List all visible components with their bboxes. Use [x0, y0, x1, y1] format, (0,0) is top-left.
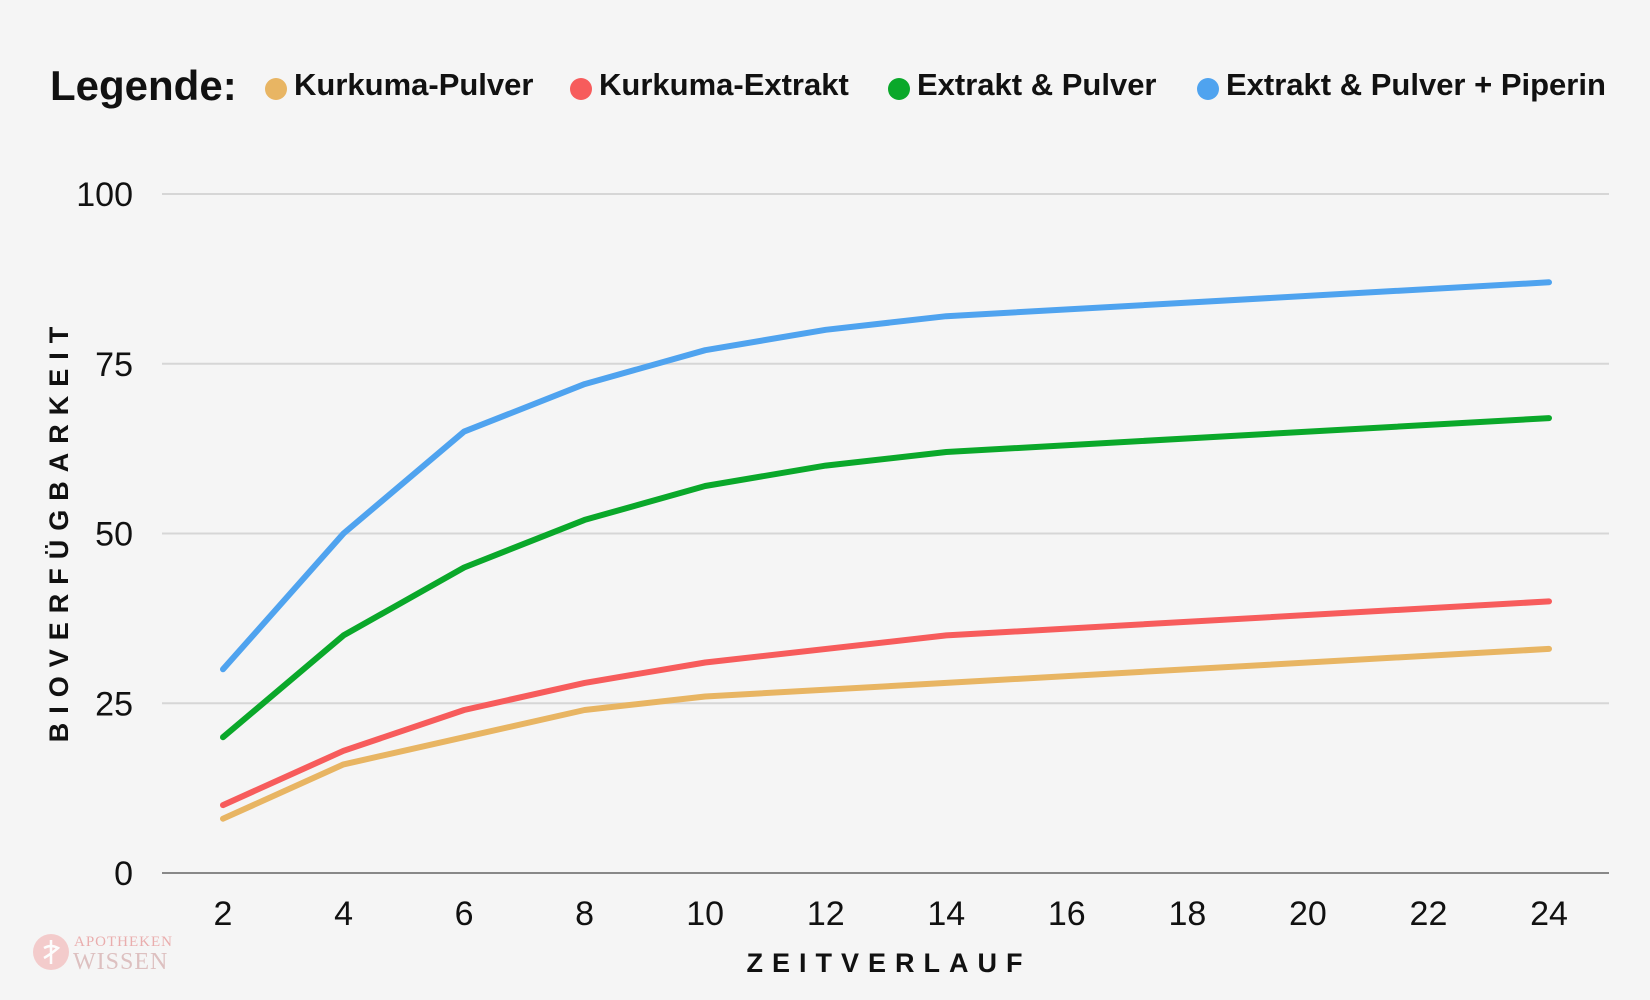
watermark: APOTHEKEN WISSEN [33, 934, 173, 975]
legend-marker-icon [570, 78, 592, 100]
grid-lines [162, 193, 1609, 874]
x-tick-label: 16 [1048, 895, 1086, 933]
legend-marker-icon [1197, 78, 1219, 100]
legend-label: Kurkuma-Pulver [294, 67, 533, 102]
watermark-line2: WISSEN [73, 949, 168, 975]
y-axis-title: BIOVERFÜGBARKEIT [44, 318, 74, 743]
legend-label: Extrakt & Pulver + Piperin [1226, 67, 1606, 102]
x-axis-ticks: 2 4 6 8 10 12 14 16 18 20 22 24 [214, 895, 1568, 933]
series-line-4 [220, 279, 1552, 673]
legend-entries: Kurkuma-Pulver Kurkuma-Extrakt Extrakt & P… [265, 67, 1606, 102]
legend-title: Legende: [50, 62, 237, 109]
series-line-1 [220, 645, 1552, 822]
x-tick-label: 22 [1410, 895, 1448, 933]
y-axis-ticks: 0 25 50 75 100 [76, 176, 133, 893]
x-tick-label: 2 [214, 895, 233, 933]
x-tick-label: 10 [686, 895, 724, 933]
legend: Legende: Kurkuma-Pulver Kurkuma-Extrakt Ex… [50, 62, 1606, 109]
legend-marker-icon [265, 78, 287, 100]
series-lines [220, 279, 1552, 822]
x-tick-label: 12 [807, 895, 845, 933]
x-tick-label: 24 [1530, 895, 1568, 933]
legend-item: Kurkuma-Extrakt [570, 67, 849, 102]
x-tick-label: 4 [334, 895, 353, 933]
x-axis-title: ZEITVERLAUF [747, 948, 1032, 978]
legend-item: Extrakt & Pulver + Piperin [1197, 67, 1606, 102]
y-tick-label: 75 [95, 346, 133, 384]
legend-item: Extrakt & Pulver [888, 67, 1157, 102]
x-tick-label: 14 [927, 895, 965, 933]
legend-marker-icon [888, 78, 910, 100]
x-tick-label: 8 [575, 895, 594, 933]
caduceus-icon [43, 940, 61, 964]
y-tick-label: 0 [114, 855, 133, 893]
legend-label: Extrakt & Pulver [917, 67, 1157, 102]
watermark-line1: APOTHEKEN [74, 934, 173, 950]
y-tick-label: 50 [95, 516, 133, 554]
legend-label: Kurkuma-Extrakt [599, 67, 849, 102]
series-line-2 [220, 598, 1552, 809]
x-tick-label: 18 [1168, 895, 1206, 933]
legend-item: Kurkuma-Pulver [265, 67, 533, 102]
y-tick-label: 25 [95, 685, 133, 723]
x-tick-label: 20 [1289, 895, 1327, 933]
series-line-3 [220, 415, 1552, 741]
x-tick-label: 6 [455, 895, 474, 933]
y-tick-label: 100 [76, 176, 133, 214]
